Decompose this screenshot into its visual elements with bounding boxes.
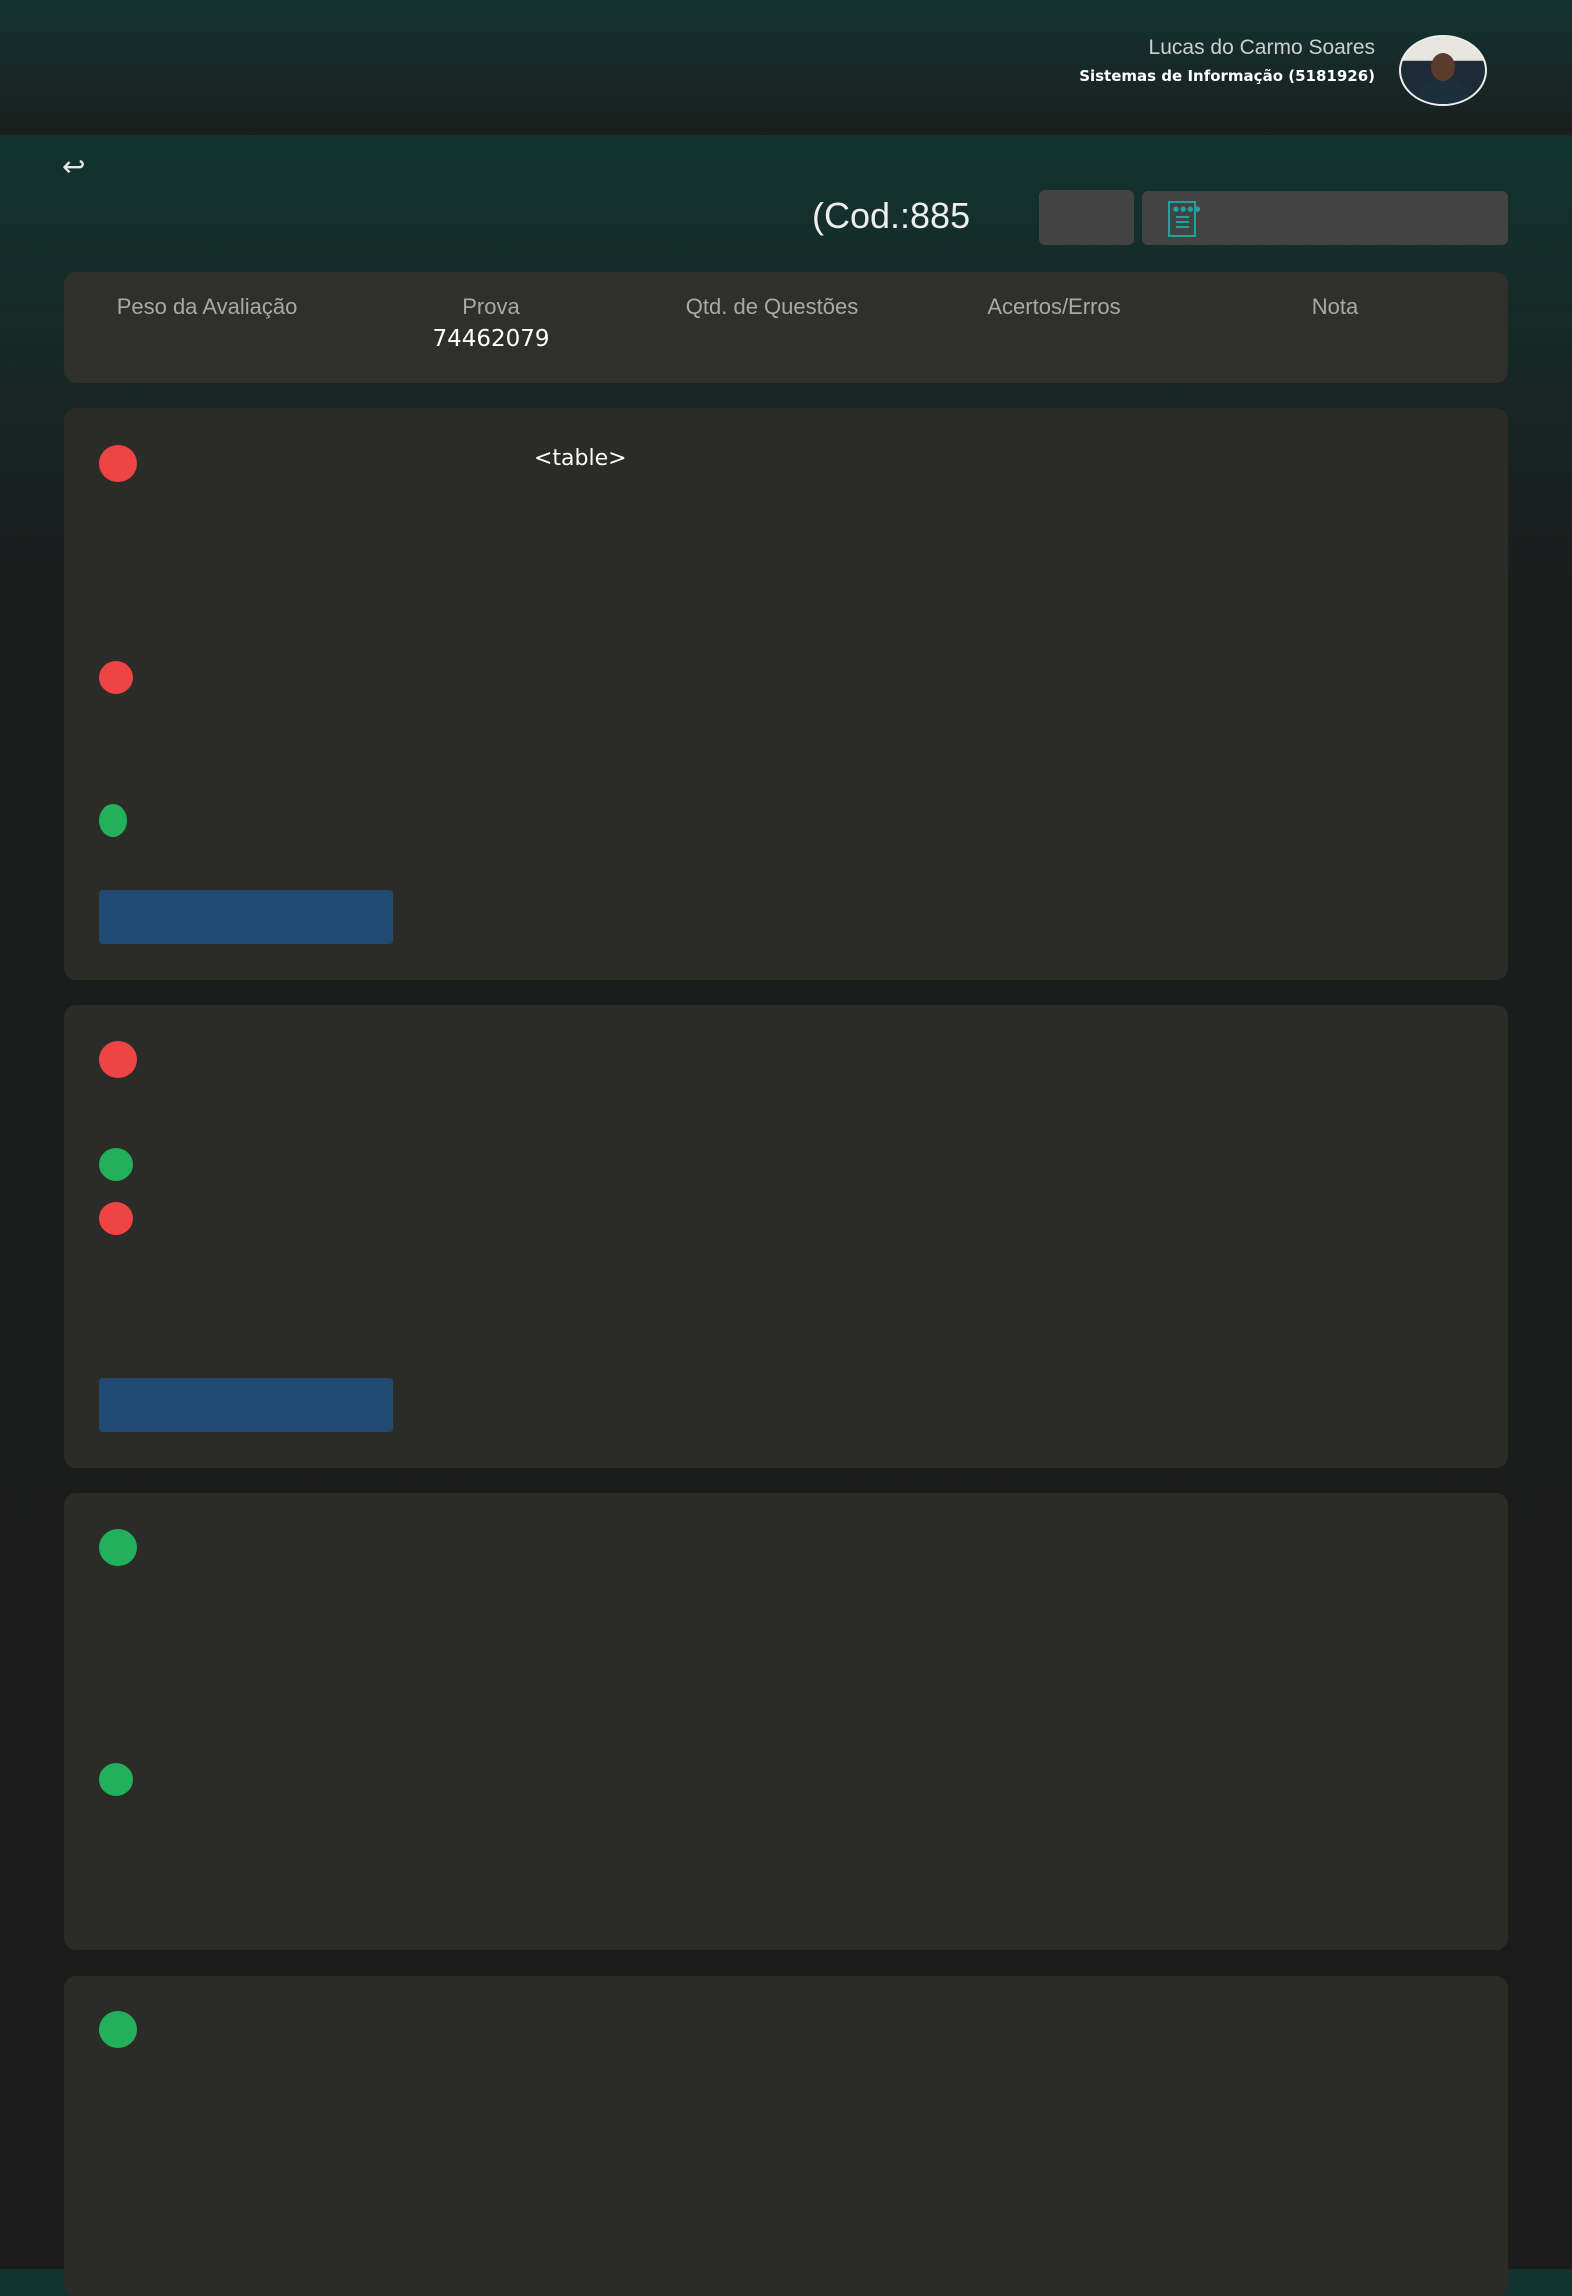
question-card [64,1976,1508,2296]
wrong-indicator [99,445,137,482]
correct-indicator [99,1529,137,1566]
document-icon: ●●●● [1168,201,1200,237]
exam-code: (Cod.:885 [812,195,971,236]
view-question-button[interactable] [99,890,393,944]
summary-col-hits: Acertos/Erros [987,294,1121,319]
correct-indicator [99,1148,133,1181]
exam-summary: Peso da Avaliação Prova 74462079 Qtd. de … [64,272,1508,383]
correct-indicator [99,804,127,837]
question-card [64,1493,1508,1950]
summary-col-questions: Qtd. de Questões [685,294,859,319]
view-question-button[interactable] [99,1378,393,1432]
top-header: Lucas do Carmo Soares Sistemas de Inform… [0,0,1572,135]
avatar[interactable] [1399,35,1487,106]
wrong-indicator [99,1041,137,1078]
user-name: Lucas do Carmo Soares [1148,36,1375,59]
summary-col-grade: Nota [1311,294,1359,319]
correct-indicator [99,1763,133,1796]
summary-col-exam: Prova 74462079 [432,294,550,352]
question-card: <table> [64,408,1508,980]
back-arrow-icon[interactable]: ↩ [62,150,86,183]
question-text: <table> [534,446,627,471]
summary-col-weight: Peso da Avaliação [116,294,298,319]
action-button[interactable] [1039,190,1134,245]
document-button[interactable]: ●●●● [1142,191,1508,245]
wrong-indicator [99,1202,133,1235]
wrong-indicator [99,661,133,694]
correct-indicator [99,2011,137,2048]
user-course: Sistemas de Informação (5181926) [1079,67,1375,85]
question-card [64,1005,1508,1468]
